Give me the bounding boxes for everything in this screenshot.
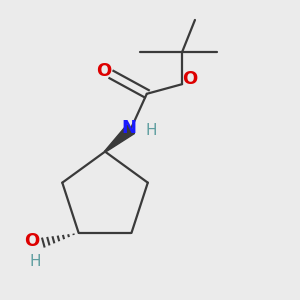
Text: O: O: [96, 62, 111, 80]
Polygon shape: [105, 125, 134, 152]
Text: H: H: [146, 123, 158, 138]
Text: O: O: [182, 70, 198, 88]
Text: H: H: [29, 254, 41, 269]
Text: N: N: [122, 118, 136, 136]
Text: O: O: [24, 232, 40, 250]
